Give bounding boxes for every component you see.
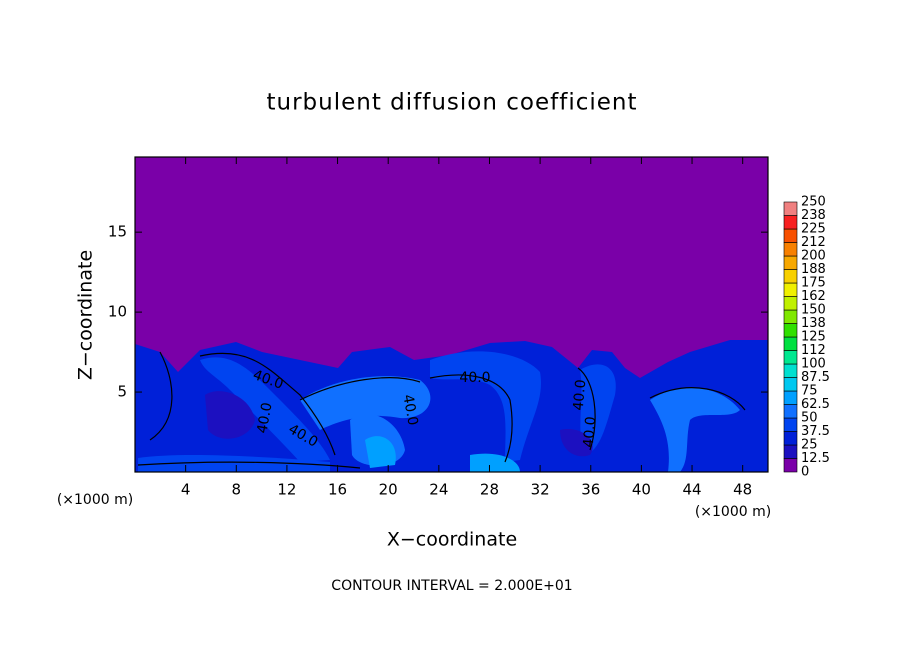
contour-label: 40.0 (571, 379, 590, 411)
contour-line (429, 374, 513, 463)
field-region (430, 351, 541, 462)
colorbar-label: 125 (801, 330, 826, 345)
contour-line (299, 377, 421, 401)
colorbar-label: 50 (801, 411, 818, 426)
field-region (200, 357, 330, 462)
colorbar-swatch (783, 417, 798, 432)
x-tick-label: 40 (632, 481, 651, 499)
contour-label: 40.0 (459, 370, 490, 386)
x-tick-label: 48 (733, 481, 752, 499)
colorbar-swatch (783, 215, 798, 230)
contour-line (199, 352, 336, 456)
field-region (580, 364, 616, 455)
colorbar-swatch (783, 309, 798, 324)
colorbar-swatch (783, 296, 798, 311)
contour-line (649, 387, 746, 411)
field-region (560, 429, 593, 457)
colorbar-label: 138 (801, 316, 826, 331)
x-tick-label: 36 (581, 481, 600, 499)
contour-line (149, 351, 173, 441)
colorbar-label: 188 (801, 262, 826, 277)
colorbar-label: 0 (801, 465, 809, 480)
colorbar-label: 75 (801, 384, 818, 399)
colorbar-swatch (783, 255, 798, 270)
x-tick-label: 12 (277, 481, 296, 499)
colorbar-label: 62.5 (801, 397, 830, 412)
colorbar-label: 238 (801, 208, 826, 223)
x-unit-label: (×1000 m) (57, 492, 133, 508)
colorbar-swatch (783, 242, 798, 257)
colorbar-label: 37.5 (801, 424, 830, 439)
contour-label: 40.0 (254, 401, 275, 434)
x-tick-label: 32 (531, 481, 550, 499)
colorbar-label: 212 (801, 235, 826, 250)
colorbar-swatch (783, 336, 798, 351)
colorbar-label: 100 (801, 357, 826, 372)
colorbar-swatch (783, 323, 798, 338)
colorbar-swatch (783, 201, 798, 216)
contour-label: 40.0 (581, 416, 600, 448)
colorbar-label: 12.5 (801, 451, 830, 466)
colorbar-swatch (783, 390, 798, 405)
field-region (470, 453, 520, 472)
colorbar-swatch (783, 350, 798, 365)
colorbar-label: 25 (801, 438, 818, 453)
colorbar-label: 200 (801, 249, 826, 264)
field-region (300, 376, 431, 430)
colorbar-swatch (783, 282, 798, 297)
colorbar-swatch (783, 269, 798, 284)
field-region (365, 436, 396, 468)
y-tick-label: 15 (108, 223, 127, 241)
x-unit-label: (×1000 m) (695, 504, 771, 520)
colorbar-label: 150 (801, 303, 826, 318)
field-region (205, 391, 255, 439)
colorbar-label: 112 (801, 343, 826, 358)
plot-frame (134, 156, 769, 473)
footer-note: CONTOUR INTERVAL = 2.000E+01 (331, 578, 572, 594)
chart-title: turbulent diffusion coefficient (266, 90, 637, 116)
x-tick-label: 20 (379, 481, 398, 499)
colorbar-label: 250 (801, 195, 826, 210)
field-region (650, 387, 740, 472)
colorbar-swatch (783, 458, 798, 473)
x-tick-label: 8 (232, 481, 242, 499)
colorbar-label: 175 (801, 276, 826, 291)
y-axis-label: Z−coordinate (75, 250, 97, 380)
colorbar-swatch (783, 363, 798, 378)
x-tick-label: 16 (328, 481, 347, 499)
x-tick-label: 28 (480, 481, 499, 499)
x-axis-label: X−coordinate (387, 529, 517, 551)
contour-label: 40.0 (399, 393, 420, 426)
colorbar-swatch (783, 404, 798, 419)
x-tick-label: 44 (682, 481, 701, 499)
colorbar-label: 225 (801, 222, 826, 237)
colorbar-swatch (783, 431, 798, 446)
field (135, 340, 768, 472)
colorbar-label: 87.5 (801, 370, 830, 385)
colorbar-swatch (783, 228, 798, 243)
y-tick-label: 5 (117, 383, 127, 401)
colorbar-swatch (783, 444, 798, 459)
colorbar-label: 162 (801, 289, 826, 304)
contour-line (577, 367, 596, 451)
colorbar-swatch (783, 377, 798, 392)
x-tick-label: 4 (181, 481, 191, 499)
y-tick-label: 10 (108, 303, 127, 321)
x-tick-label: 24 (429, 481, 448, 499)
